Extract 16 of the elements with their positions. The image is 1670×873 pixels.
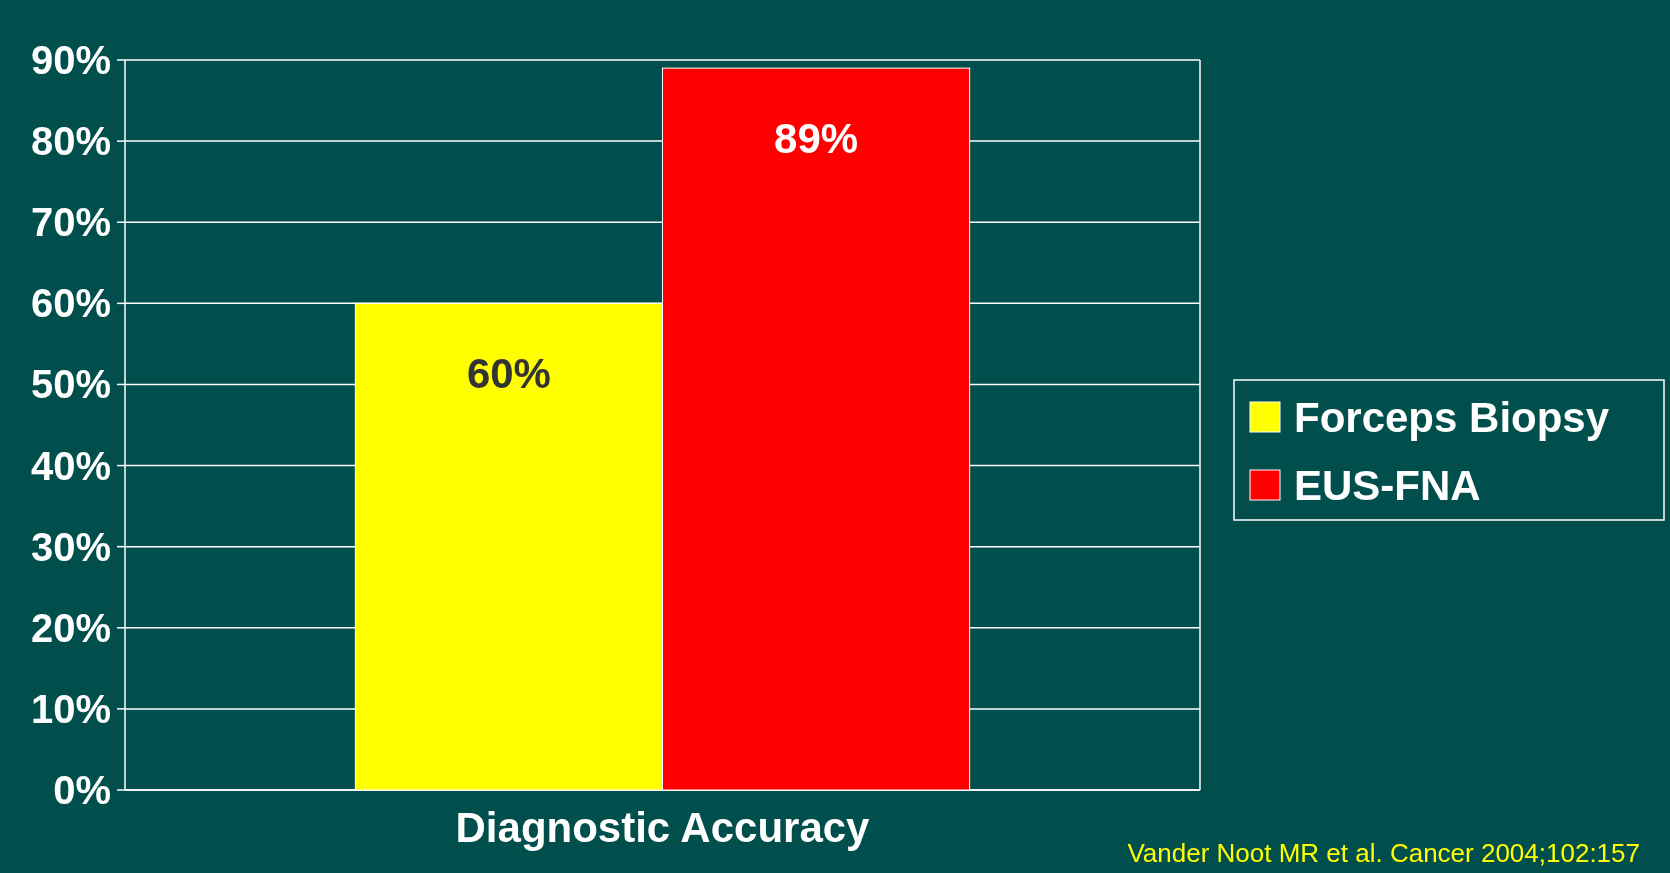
x-tick-label: Diagnostic Accuracy (455, 804, 871, 851)
y-tick-label: 20% (30, 605, 111, 650)
y-tick-label: 40% (30, 443, 111, 488)
legend-label: Forceps Biopsy (1294, 393, 1610, 441)
y-tick-label: 50% (30, 362, 111, 407)
data-label: 89% (774, 115, 859, 163)
y-tick-label: 10% (30, 686, 111, 731)
y-tick-label: 30% (30, 524, 111, 569)
y-tick-label: 70% (30, 200, 111, 245)
legend-label: EUS-FNA (1294, 461, 1481, 509)
text: Vander Noot MR et al. Cancer 2004;102:157 (1127, 838, 1640, 868)
data-label: 60% (466, 350, 551, 398)
y-tick-label: 0% (53, 768, 111, 812)
y-tick-label: 90% (30, 38, 111, 82)
y-tick-label: 80% (30, 119, 111, 164)
y-tick-label: 60% (30, 281, 111, 326)
